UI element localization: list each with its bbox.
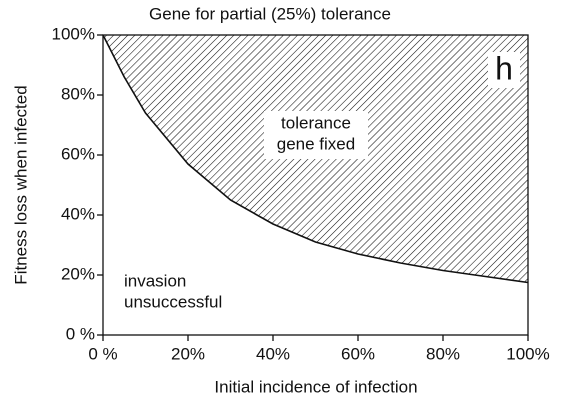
annotation: unsuccessful: [124, 292, 222, 311]
y-tick-label: 80%: [61, 84, 95, 103]
x-tick-label: 100%: [506, 344, 549, 363]
x-tick-label: 20%: [171, 344, 205, 363]
boundary-curve: [102, 34, 529, 284]
y-tick-label: 100%: [52, 24, 95, 43]
annotation: gene fixed: [277, 134, 355, 153]
y-axis-label: Fitness loss when infected: [11, 85, 30, 284]
x-axis-label: Initial incidence of infection: [214, 377, 417, 396]
y-tick-label: 40%: [61, 204, 95, 223]
x-tick-label: 80%: [426, 344, 460, 363]
x-tick-label: 60%: [341, 344, 375, 363]
y-tick-label: 60%: [61, 144, 95, 163]
panel-label-box: [488, 52, 520, 88]
chart-title: Gene for partial (25%) tolerance: [149, 4, 391, 23]
annotation: invasion: [124, 271, 186, 290]
x-tick-label: 0 %: [88, 344, 117, 363]
y-tick-label: 0 %: [66, 324, 95, 343]
y-tick-label: 20%: [61, 264, 95, 283]
annotation-box: [264, 111, 368, 159]
panel-label: h: [495, 50, 513, 86]
x-tick-label: 40%: [256, 344, 290, 363]
plot-frame: [102, 34, 529, 336]
annotation: tolerance: [281, 113, 351, 132]
